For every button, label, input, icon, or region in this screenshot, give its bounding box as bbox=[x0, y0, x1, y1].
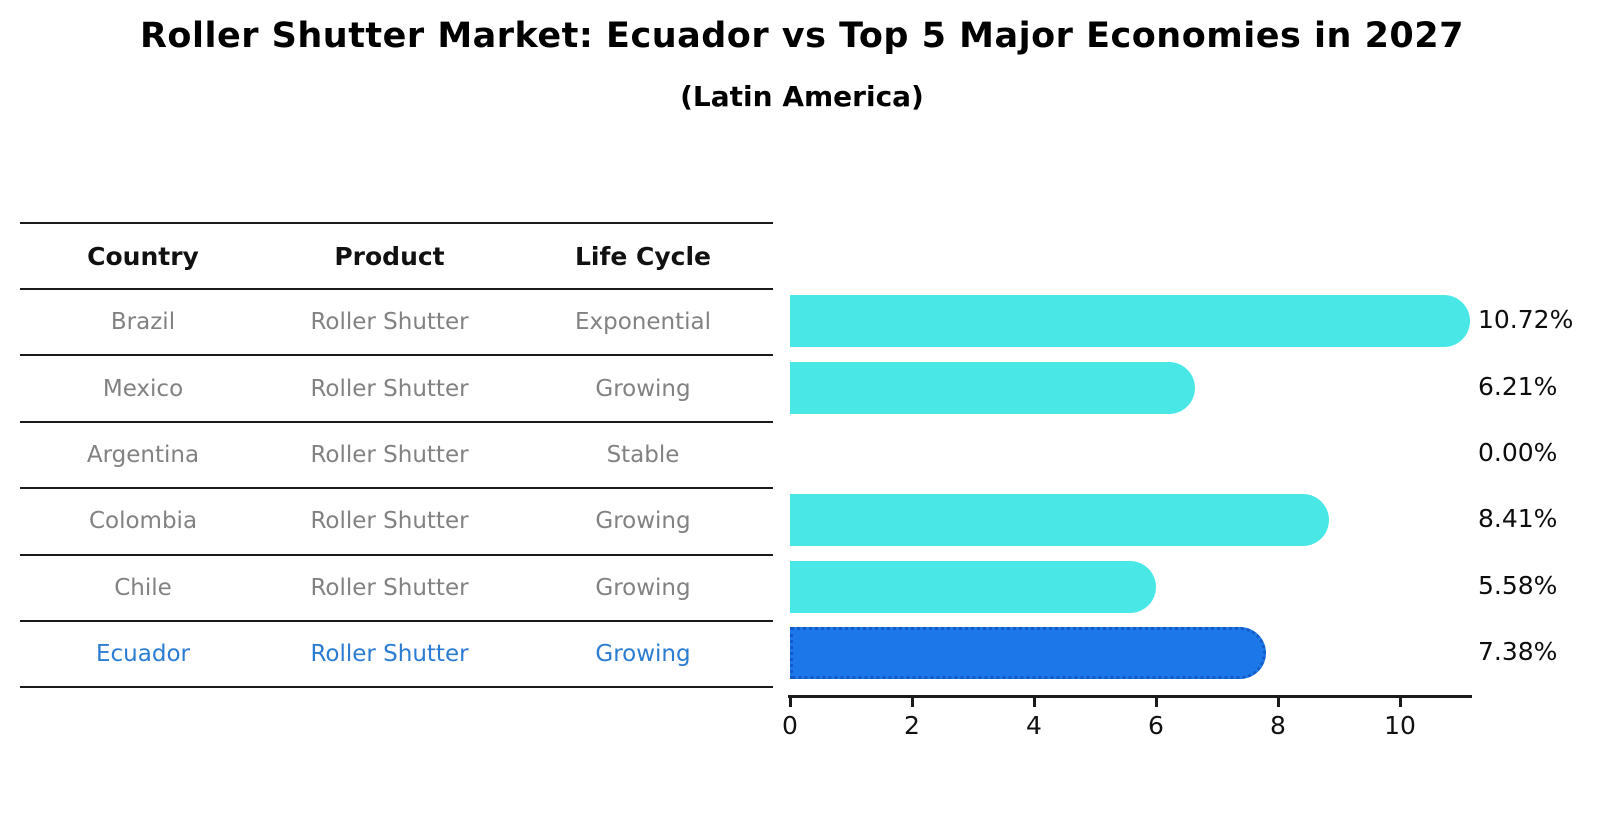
table-cell-product: Roller Shutter bbox=[310, 375, 469, 402]
bar-chile bbox=[790, 560, 1157, 613]
bar-mexico bbox=[790, 361, 1195, 414]
table-row-colombia: Colombia Roller Shutter Growing bbox=[20, 489, 773, 556]
table-header-row: Country Product Life Cycle bbox=[20, 224, 773, 290]
value-label-argentina: 0.00% bbox=[1478, 438, 1558, 467]
table-cell-life-cycle: Growing bbox=[595, 574, 691, 601]
bar-brazil bbox=[790, 295, 1470, 348]
x-tick-label: 4 bbox=[1026, 711, 1042, 740]
x-tick-mark bbox=[1154, 698, 1158, 707]
chart-title: Roller Shutter Market: Ecuador vs Top 5 … bbox=[139, 16, 1464, 56]
table-header-cell: Product bbox=[334, 241, 445, 271]
table-cell-life-cycle: Growing bbox=[595, 508, 691, 535]
value-label-mexico: 6.21% bbox=[1478, 371, 1558, 401]
chart-subtitle: (Latin America) bbox=[680, 80, 924, 113]
table-header-cell: Life Cycle bbox=[574, 241, 712, 271]
table-cell-life-cycle: Stable bbox=[606, 441, 680, 468]
table-cell-product: Roller Shutter bbox=[310, 309, 469, 336]
x-tick-mark bbox=[910, 698, 914, 707]
value-label-colombia: 8.41% bbox=[1478, 504, 1558, 534]
x-tick-mark bbox=[1398, 698, 1402, 707]
table-cell-country: Mexico bbox=[102, 375, 184, 402]
table-cell-country: Colombia bbox=[88, 508, 198, 535]
table-cell-country: Ecuador bbox=[96, 641, 190, 668]
table-row-brazil: Brazil Roller Shutter Exponential bbox=[20, 290, 773, 357]
table-row-argentina: Argentina Roller Shutter Stable bbox=[20, 423, 773, 490]
table-row-mexico: Mexico Roller Shutter Growing bbox=[20, 356, 773, 423]
table-row-ecuador: Ecuador Roller Shutter Growing bbox=[20, 622, 773, 689]
x-axis-line bbox=[788, 695, 1472, 698]
table-cell-product: Roller Shutter bbox=[310, 441, 469, 468]
table-cell-life-cycle: Growing bbox=[595, 375, 691, 402]
value-label-chile: 5.58% bbox=[1478, 570, 1558, 600]
x-tick-mark bbox=[788, 698, 792, 707]
table-cell-life-cycle: Exponential bbox=[574, 309, 711, 336]
table-cell-product: Roller Shutter bbox=[310, 641, 469, 668]
x-tick-label: 8 bbox=[1270, 711, 1286, 740]
table-cell-country: Chile bbox=[114, 574, 172, 601]
country-table: Country Product Life Cycle Brazil Roller Shu… bbox=[20, 222, 773, 689]
value-label-ecuador: 7.38% bbox=[1478, 637, 1558, 667]
table-cell-product: Roller Shutter bbox=[310, 508, 469, 535]
table-header-cell: Country bbox=[87, 241, 199, 271]
table-cell-life-cycle: Growing bbox=[595, 641, 691, 668]
table-cell-product: Roller Shutter bbox=[310, 574, 469, 601]
x-tick-label: 0 bbox=[782, 711, 798, 740]
bar-colombia bbox=[790, 494, 1329, 547]
table-row-chile: Chile Roller Shutter Growing bbox=[20, 556, 773, 622]
table-cell-country: Argentina bbox=[86, 441, 200, 468]
bar-ecuador bbox=[790, 627, 1267, 680]
x-tick-mark bbox=[1276, 698, 1280, 707]
value-label-brazil: 10.72% bbox=[1478, 305, 1574, 335]
x-tick-label: 6 bbox=[1148, 711, 1164, 740]
x-tick-label: 10 bbox=[1384, 711, 1416, 740]
table-cell-country: Brazil bbox=[110, 309, 176, 336]
x-tick-label: 2 bbox=[904, 711, 920, 740]
x-tick-mark bbox=[1032, 698, 1036, 707]
